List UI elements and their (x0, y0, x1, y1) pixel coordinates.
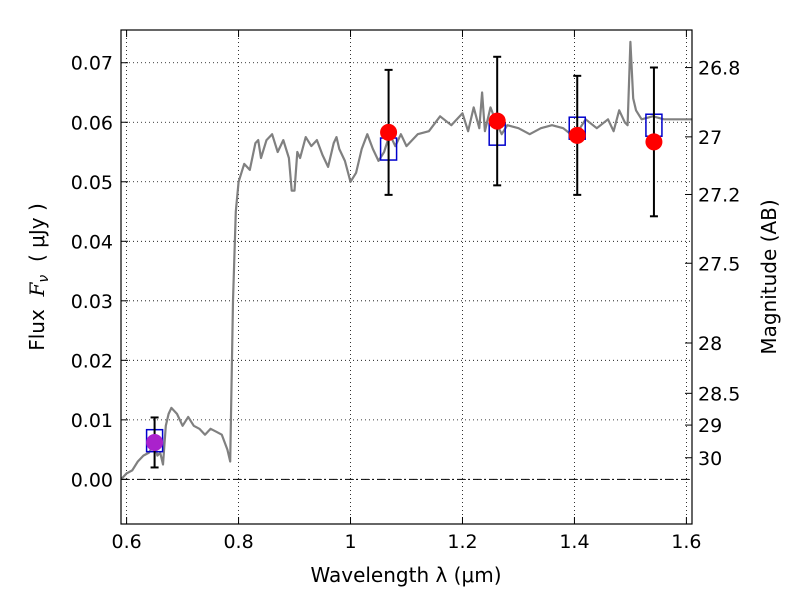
x-tick-label: 1.4 (559, 531, 589, 553)
x-tick-label: 1.2 (447, 531, 477, 553)
y-tick-label: 0.07 (71, 53, 113, 75)
y-axis-label-text: Flux (25, 296, 49, 350)
y2-tick-label: 28 (698, 333, 722, 355)
y-tick-label: 0.03 (71, 291, 113, 313)
y-axis-label-units: ( μJy ) (25, 203, 49, 275)
y-tick-label: 0.00 (71, 469, 113, 491)
y-axis-label-subscript: ν (36, 275, 52, 283)
y2-tick-label: 27.2 (698, 184, 740, 206)
y2-tick-label: 28.5 (698, 383, 740, 405)
x-tick-label: 1 (344, 531, 356, 553)
observed-point (488, 112, 506, 130)
axis-ticks: 0.6 0.8 1 1.2 1.4 1.6 0.00 0.01 0.02 0.03 0.04 0.05… (71, 30, 740, 553)
y2-axis-label: Magnitude (AB) (757, 199, 781, 354)
y2-tick-label: 26.8 (698, 58, 740, 80)
plot-background (121, 30, 692, 524)
y2-tick-label: 29 (698, 415, 722, 437)
observed-point (146, 433, 164, 451)
plot-frame (120, 29, 693, 525)
y-tick-label: 0.02 (71, 350, 113, 372)
observed-point (645, 133, 663, 151)
y-axis-label: Flux Fν ( μJy ) (25, 203, 52, 351)
plot-area (121, 40, 692, 481)
x-axis-label: Wavelength λ (μm) (310, 563, 501, 587)
x-tick-label: 0.6 (111, 531, 141, 553)
x-tick-label: 1.6 (671, 531, 701, 553)
y-tick-label: 0.05 (71, 172, 113, 194)
observed-point (380, 123, 398, 141)
y-tick-label: 0.04 (71, 231, 113, 253)
y2-tick-label: 27 (698, 127, 722, 149)
y-tick-label: 0.06 (71, 112, 113, 134)
y-tick-label: 0.01 (71, 410, 113, 432)
x-tick-label: 0.8 (223, 531, 253, 553)
y2-tick-label: 27.5 (698, 253, 740, 275)
y-axis-label-symbol: F (25, 281, 49, 297)
y2-tick-label: 30 (698, 448, 722, 470)
observed-point (568, 126, 586, 144)
